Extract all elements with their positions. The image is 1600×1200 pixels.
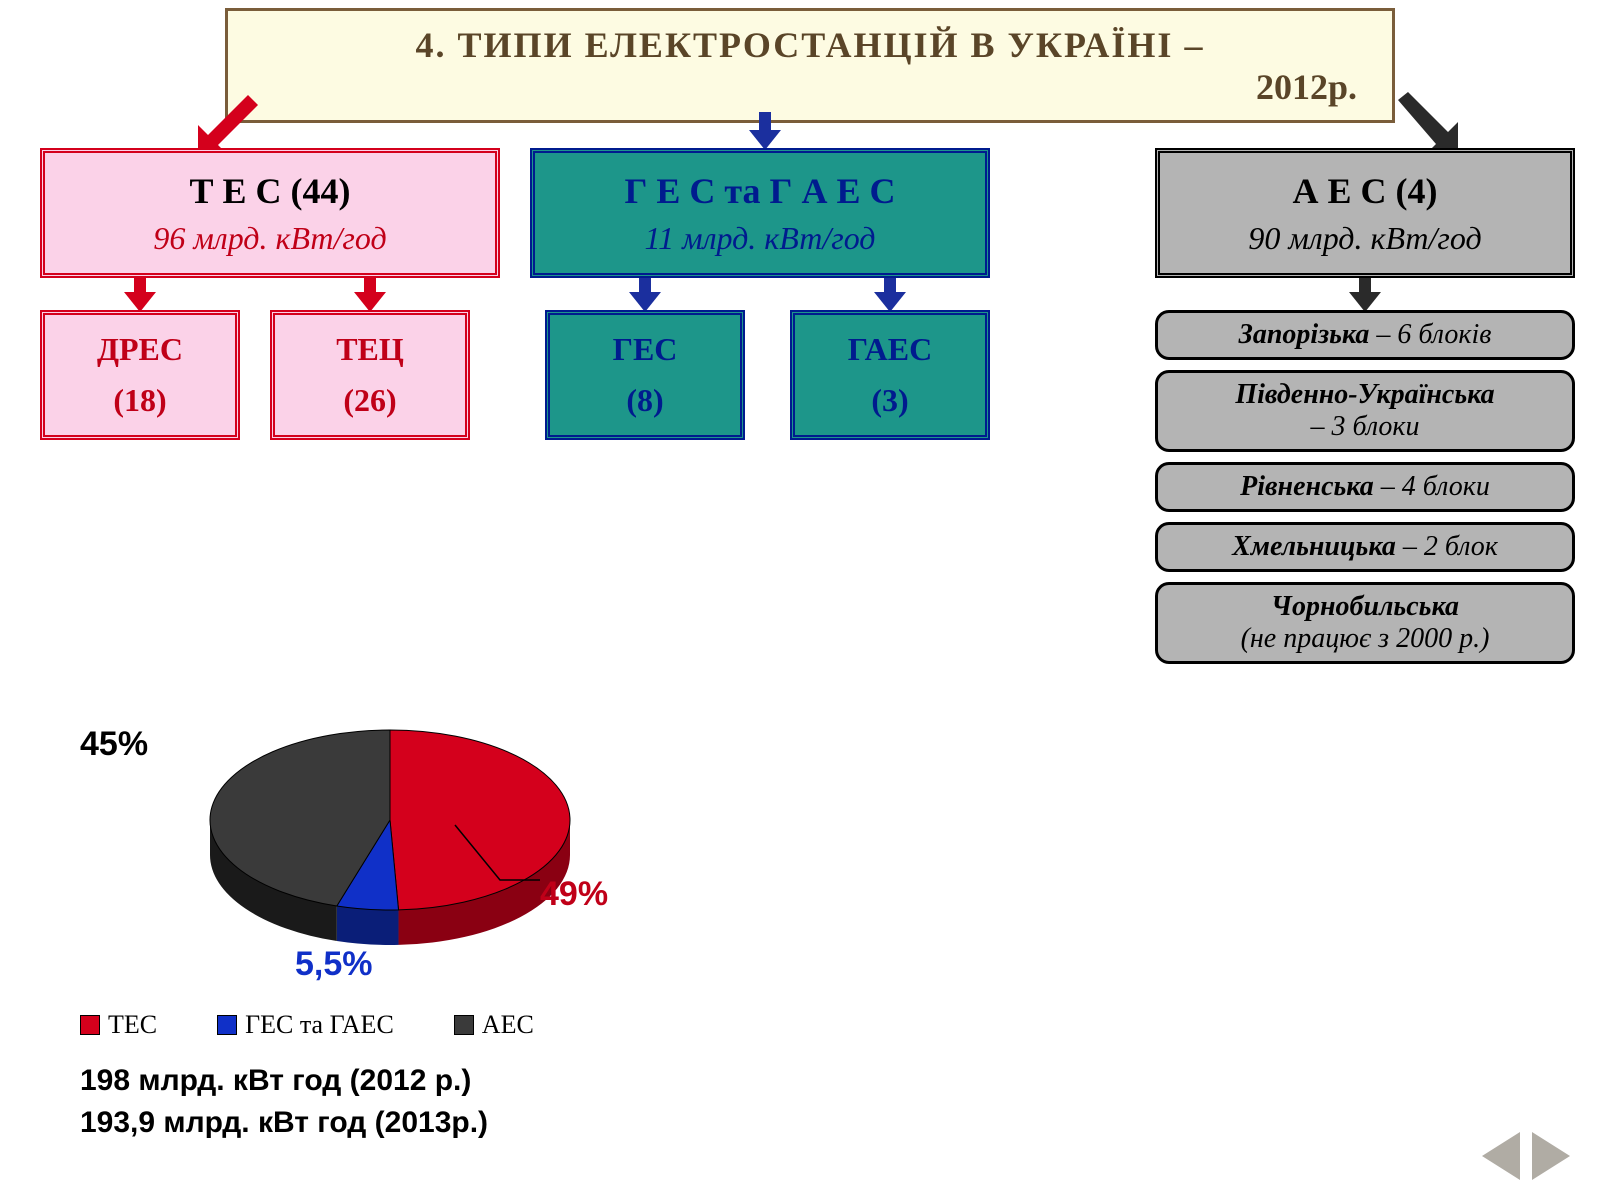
plant-1-rest: – 6 блоків (1369, 319, 1491, 350)
gaes-box: ГАЕС (3) (790, 310, 990, 440)
arrow-ges-gaes (870, 278, 910, 314)
tes-title: Т Е С (44) (53, 170, 487, 212)
tes-main-box: Т Е С (44) 96 млрд. кВт/год (40, 148, 500, 278)
plant-2-name: Південно-Українська (1235, 379, 1494, 410)
tes-sub: 96 млрд. кВт/год (53, 220, 487, 257)
arrow-to-ges (745, 112, 785, 152)
arrow-tes-tec (350, 278, 390, 314)
pct-ges: 5,5% (295, 945, 373, 984)
legend-label-tes: ТЕС (108, 1010, 157, 1040)
plant-5-rest: (не працює з 2000 р.) (1241, 623, 1490, 654)
legend-label-ges: ГЕС та ГАЕС (245, 1010, 394, 1040)
ges-l2: (8) (550, 375, 740, 426)
ges-main-box: Г Е С та Г А Е С 11 млрд. кВт/год (530, 148, 990, 278)
nav-next-icon[interactable] (1532, 1132, 1570, 1180)
arrow-aes-plants (1345, 278, 1385, 314)
nav-controls (1482, 1132, 1570, 1180)
tec-l1: ТЕЦ (275, 324, 465, 375)
pie-legend: ТЕС ГЕС та ГАЕС АЕС (80, 1010, 534, 1040)
legend-sw-tes (80, 1015, 100, 1035)
legend-sw-ges (217, 1015, 237, 1035)
pct-tes: 49% (540, 875, 608, 914)
total-2012: 198 млрд. кВт год (2012 р.) (80, 1060, 488, 1102)
plant-chornobyl: Чорнобильська(не працює з 2000 р.) (1155, 582, 1575, 664)
title-box: 4. ТИПИ ЕЛЕКТРОСТАНЦІЙ В УКРАЇНІ – 2012р… (225, 8, 1395, 123)
arrow-ges-ges (625, 278, 665, 314)
arrow-tes-dres (120, 278, 160, 314)
ges-sub: 11 млрд. кВт/год (543, 220, 977, 257)
gaes-l1: ГАЕС (795, 324, 985, 375)
plant-4-rest: – 2 блок (1396, 531, 1498, 562)
title-line1: 4. ТИПИ ЕЛЕКТРОСТАНЦІЙ В УКРАЇНІ – (248, 24, 1372, 66)
plant-3-name: Рівненська (1240, 471, 1374, 502)
plant-zaporizka: Запорізька – 6 блоків (1155, 310, 1575, 360)
pie-svg (190, 700, 630, 1000)
plant-2-rest: – 3 блоки (1310, 411, 1419, 442)
plant-pivdenno: Південно-Українська – 3 блоки (1155, 370, 1575, 452)
legend-sw-aes (454, 1015, 474, 1035)
aes-title: А Е С (4) (1168, 170, 1562, 212)
legend-label-aes: АЕС (482, 1010, 534, 1040)
tec-l2: (26) (275, 375, 465, 426)
totals: 198 млрд. кВт год (2012 р.) 193,9 млрд. … (80, 1060, 488, 1144)
plant-khmelnytska: Хмельницька – 2 блок (1155, 522, 1575, 572)
dres-l1: ДРЕС (45, 324, 235, 375)
plant-rivnenska: Рівненська – 4 блоки (1155, 462, 1575, 512)
nav-prev-icon[interactable] (1482, 1132, 1520, 1180)
ges-box: ГЕС (8) (545, 310, 745, 440)
plant-3-rest: – 4 блоки (1374, 471, 1490, 502)
aes-main-box: А Е С (4) 90 млрд. кВт/год (1155, 148, 1575, 278)
title-line2: 2012р. (248, 66, 1372, 108)
legend-tes: ТЕС (80, 1010, 157, 1040)
plant-5-name: Чорнобильська (1271, 591, 1459, 622)
legend-aes: АЕС (454, 1010, 534, 1040)
aes-sub: 90 млрд. кВт/год (1168, 220, 1562, 257)
leader-line-tes (450, 820, 550, 900)
plant-1-name: Запорізька (1239, 319, 1370, 350)
legend-ges: ГЕС та ГАЕС (217, 1010, 394, 1040)
pct-aes: 45% (80, 725, 148, 764)
dres-box: ДРЕС (18) (40, 310, 240, 440)
plant-4-name: Хмельницька (1232, 531, 1396, 562)
tec-box: ТЕЦ (26) (270, 310, 470, 440)
gaes-l2: (3) (795, 375, 985, 426)
dres-l2: (18) (45, 375, 235, 426)
ges-l1: ГЕС (550, 324, 740, 375)
total-2013: 193,9 млрд. кВт год (2013р.) (80, 1102, 488, 1144)
ges-title: Г Е С та Г А Е С (543, 170, 977, 212)
